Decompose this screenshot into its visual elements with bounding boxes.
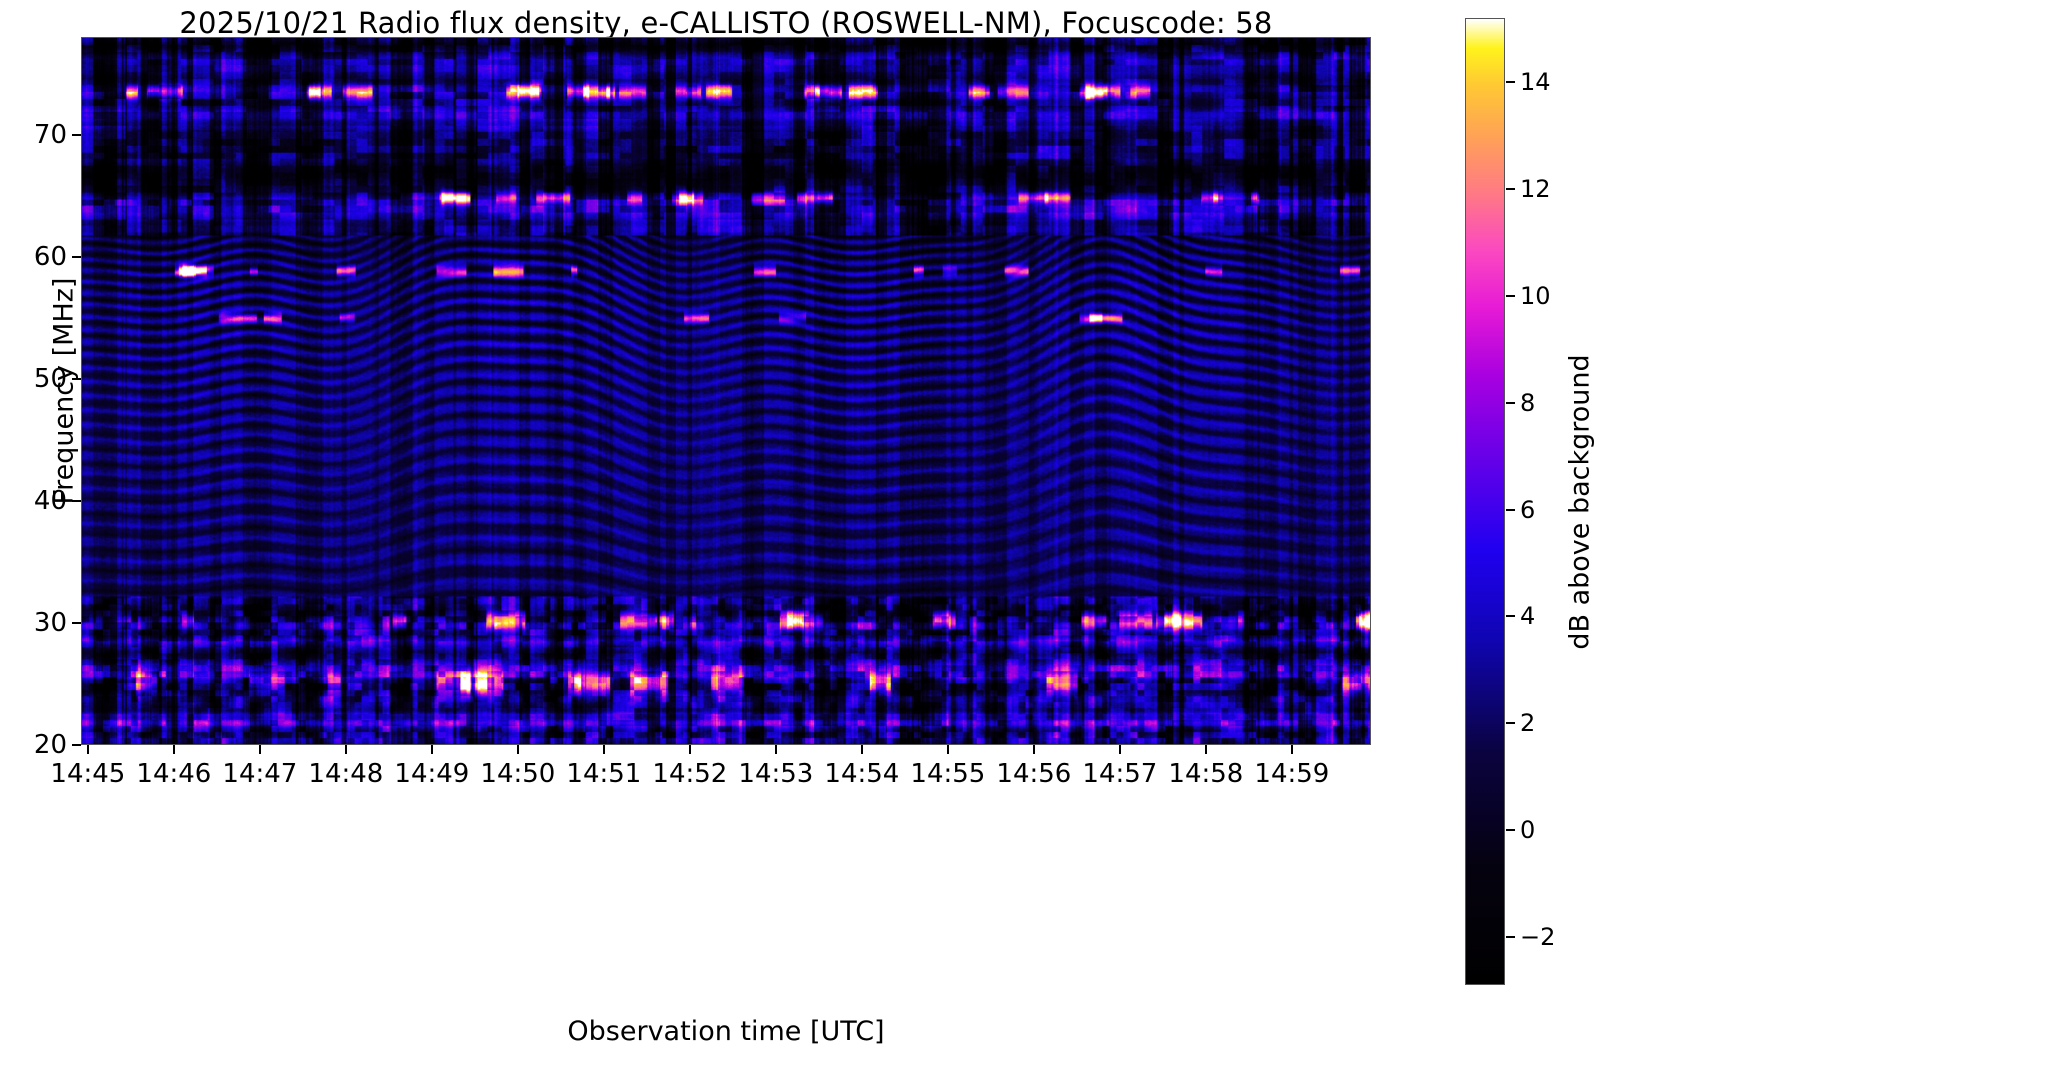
colorbar-tick-label: 10 xyxy=(1520,281,1551,310)
colorbar-tick-mark xyxy=(1506,722,1515,725)
y-tick-mark xyxy=(72,377,81,380)
x-tick-label: 14:53 xyxy=(738,759,814,789)
x-tick-mark xyxy=(1118,745,1121,754)
x-tick-mark xyxy=(774,745,777,754)
x-tick-label: 14:57 xyxy=(1082,759,1158,789)
y-tick-mark xyxy=(72,255,81,258)
x-tick-mark xyxy=(172,745,175,754)
x-tick-mark xyxy=(860,745,863,754)
y-axis-label: Frequency [MHz] xyxy=(48,277,80,505)
x-tick-label: 14:59 xyxy=(1254,759,1330,789)
y-tick-mark xyxy=(72,621,81,624)
colorbar-tick-mark xyxy=(1506,81,1515,84)
x-tick-label: 14:54 xyxy=(824,759,900,789)
x-tick-mark xyxy=(344,745,347,754)
x-tick-mark xyxy=(1290,745,1293,754)
colorbar-tick-label: 14 xyxy=(1520,68,1551,97)
x-tick-mark xyxy=(946,745,949,754)
x-tick-label: 14:45 xyxy=(50,759,126,789)
colorbar xyxy=(1465,18,1505,985)
page-title: 2025/10/21 Radio flux density, e-CALLIST… xyxy=(179,6,1273,40)
x-tick-label: 14:58 xyxy=(1168,759,1244,789)
y-tick-label: 70 xyxy=(33,119,67,150)
colorbar-tick-mark xyxy=(1506,294,1515,297)
y-axis-label-wrap: Frequency [MHz] xyxy=(14,37,80,745)
y-tick-label: 30 xyxy=(33,607,67,638)
colorbar-tick-mark xyxy=(1506,935,1515,938)
colorbar-label-wrap: dB above background xyxy=(1560,18,1596,985)
x-tick-mark xyxy=(430,745,433,754)
colorbar-tick-label: 12 xyxy=(1520,174,1551,203)
y-tick-label: 20 xyxy=(33,730,67,760)
x-axis-label: Observation time [UTC] xyxy=(567,1016,885,1047)
y-tick-label: 60 xyxy=(33,241,67,272)
y-tick-label: 40 xyxy=(33,485,67,516)
y-tick-label: 50 xyxy=(33,363,67,394)
x-tick-mark xyxy=(602,745,605,754)
colorbar-tick-mark xyxy=(1506,508,1515,511)
spectrogram-image xyxy=(82,38,1370,744)
colorbar-tick-label: −2 xyxy=(1520,922,1556,951)
x-tick-label: 14:49 xyxy=(394,759,470,789)
y-tick-mark xyxy=(72,133,81,136)
colorbar-gradient xyxy=(1466,19,1504,984)
colorbar-tick-mark xyxy=(1506,187,1515,190)
x-tick-mark xyxy=(86,745,89,754)
x-tick-label: 14:47 xyxy=(222,759,298,789)
x-tick-mark xyxy=(516,745,519,754)
colorbar-tick-label: 8 xyxy=(1520,388,1536,417)
x-tick-label: 14:52 xyxy=(652,759,728,789)
y-tick-mark xyxy=(72,499,81,502)
x-tick-label: 14:56 xyxy=(996,759,1072,789)
colorbar-label: dB above background xyxy=(1564,353,1596,650)
x-tick-label: 14:50 xyxy=(480,759,556,789)
colorbar-tick-label: 4 xyxy=(1520,602,1536,631)
colorbar-tick-label: 6 xyxy=(1520,495,1536,524)
x-tick-mark xyxy=(688,745,691,754)
y-tick-mark xyxy=(72,744,81,746)
colorbar-tick-label: 2 xyxy=(1520,709,1536,738)
x-tick-label: 14:46 xyxy=(136,759,212,789)
x-tick-mark xyxy=(1204,745,1207,754)
colorbar-tick-mark xyxy=(1506,829,1515,832)
x-tick-label: 14:55 xyxy=(910,759,986,789)
x-tick-mark xyxy=(258,745,261,754)
x-tick-label: 14:48 xyxy=(308,759,384,789)
colorbar-tick-mark xyxy=(1506,401,1515,404)
colorbar-tick-label: 0 xyxy=(1520,816,1536,845)
x-tick-mark xyxy=(1032,745,1035,754)
spectrogram-plot-area xyxy=(81,37,1371,745)
colorbar-tick-mark xyxy=(1506,615,1515,618)
x-tick-label: 14:51 xyxy=(566,759,642,789)
